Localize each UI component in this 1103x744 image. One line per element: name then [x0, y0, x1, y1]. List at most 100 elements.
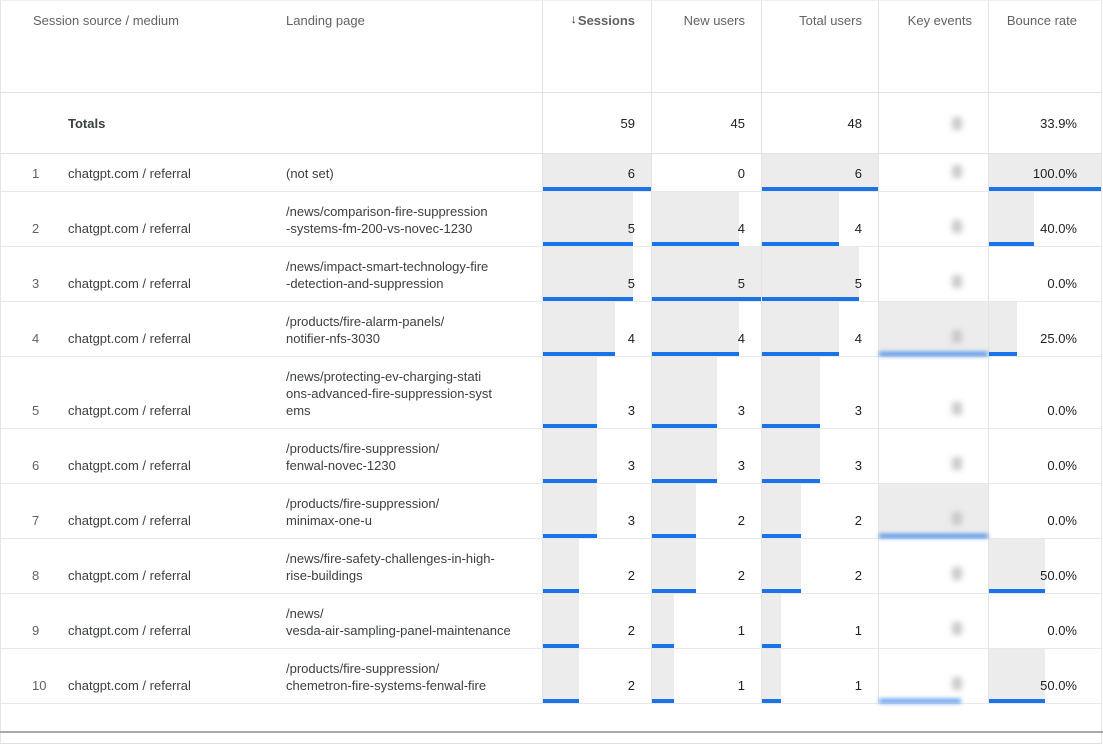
cell-sessions: 6: [542, 154, 651, 191]
landing-page-text: /news/comparison-fire-suppression -system…: [286, 204, 488, 236]
row-source: chatgpt.com / referral: [68, 568, 191, 583]
cell-key-events: [878, 247, 988, 301]
table-rows: 1 chatgpt.com / referral (not set) 6 0 6…: [1, 154, 1101, 704]
cell-new-users: 2: [651, 484, 761, 538]
cell-total-users: 6: [761, 154, 878, 191]
new-users-bar-line: [652, 297, 761, 301]
new-users-bar: [652, 594, 674, 648]
bounce-rate-bar-line: [989, 699, 1045, 703]
total-users-bar: [762, 649, 782, 703]
sessions-bar: [543, 429, 597, 483]
sessions-value: 4: [627, 331, 635, 346]
new-users-bar-line: [652, 479, 718, 483]
totals-row: Totals 59 45 48 33.9%: [1, 93, 1101, 154]
total-users-value: 2: [854, 513, 862, 528]
cell-total-users: 1: [761, 594, 878, 648]
cell-new-users: 4: [651, 302, 761, 356]
new-users-bar-line: [652, 424, 718, 428]
redacted-value-blur: [952, 512, 962, 525]
col-header-key-events[interactable]: Key events: [878, 1, 988, 92]
total-users-bar-line: [762, 589, 801, 593]
col-header-sessions[interactable]: ↓ Sessions: [542, 1, 651, 92]
cell-key-events: [878, 192, 988, 246]
total-users-value: 4: [854, 221, 862, 236]
cell-sessions: 3: [542, 484, 651, 538]
col-header-total-users[interactable]: Total users: [761, 1, 878, 92]
total-users-value: 2: [854, 568, 862, 583]
row-rank: 2: [32, 221, 40, 236]
col-header-session-source-label: Session source / medium: [33, 13, 179, 28]
total-users-bar-line: [762, 297, 859, 301]
cell-key-events: [878, 539, 988, 593]
cell-total-users: 2: [761, 484, 878, 538]
cell-bounce-rate: 50.0%: [988, 649, 1101, 703]
redacted-value-blur: [952, 457, 962, 470]
row-landing-page: /products/fire-suppression/chemetron-fir…: [286, 649, 542, 703]
bounce-rate-value: 0.0%: [1047, 513, 1077, 528]
row-landing-page: /news/protecting-ev-charging-stati ons-ad…: [286, 357, 542, 428]
table-header-row: Session source / medium Landing page ↓ S…: [1, 1, 1101, 93]
sessions-value: 2: [627, 678, 635, 693]
cell-new-users: 3: [651, 357, 761, 428]
cell-total-users: 4: [761, 192, 878, 246]
total-users-bar-line: [762, 352, 840, 356]
sessions-bar-line: [543, 699, 579, 703]
row-landing-page: (not set): [286, 154, 542, 191]
total-users-value: 3: [854, 403, 862, 418]
total-users-bar: [762, 192, 840, 246]
new-users-value: 4: [737, 221, 745, 236]
bounce-rate-bar: [989, 649, 1045, 703]
total-users-bar-line: [762, 644, 782, 648]
total-users-bar: [762, 154, 878, 191]
cell-sessions: 4: [542, 302, 651, 356]
total-users-bar-line: [762, 699, 782, 703]
sessions-bar: [543, 247, 633, 301]
sessions-bar: [543, 594, 579, 648]
sessions-bar-line: [543, 242, 633, 246]
col-header-landing-page[interactable]: Landing page: [286, 1, 542, 92]
cell-total-users: 1: [761, 649, 878, 703]
landing-page-text: /products/fire-alarm-panels/notifier-nfs…: [286, 314, 445, 346]
row-rank: 5: [32, 403, 40, 418]
total-users-bar: [762, 302, 840, 356]
cell-sessions: 2: [542, 594, 651, 648]
col-header-new-users[interactable]: New users: [651, 1, 761, 92]
totals-bounce-rate-value: 33.9%: [1040, 115, 1077, 131]
table-row: 9 chatgpt.com / referral /news/vesda-air…: [1, 594, 1101, 649]
col-header-bounce-rate[interactable]: Bounce rate: [988, 1, 1101, 92]
table-row: 3 chatgpt.com / referral /news/impact-sm…: [1, 247, 1101, 302]
landing-page-text: /news/protecting-ev-charging-stati ons-ad…: [286, 369, 492, 418]
bounce-rate-value: 100.0%: [1032, 166, 1077, 181]
redacted-value-blur: [952, 117, 962, 130]
redacted-value-blur: [952, 677, 962, 690]
row-rank: 10: [32, 678, 47, 693]
sessions-value: 6: [627, 166, 635, 181]
sessions-bar: [543, 649, 579, 703]
bounce-rate-bar: [989, 539, 1045, 593]
cell-sessions: 3: [542, 429, 651, 483]
col-header-bounce-rate-label: Bounce rate: [1006, 13, 1077, 28]
total-users-bar-line: [762, 424, 820, 428]
cell-total-users: 4: [761, 302, 878, 356]
col-header-session-source[interactable]: Session source / medium: [1, 1, 286, 92]
total-users-bar: [762, 594, 782, 648]
row-landing-page: /products/fire-alarm-panels/notifier-nfs…: [286, 302, 542, 356]
row-landing-page: /news/fire-safety-challenges-in-high-ris…: [286, 539, 542, 593]
row-rank: 4: [32, 331, 40, 346]
cell-bounce-rate: 0.0%: [988, 357, 1101, 428]
bounce-rate-bar-line: [989, 352, 1017, 356]
sessions-bar-line: [543, 187, 651, 191]
total-users-bar: [762, 429, 820, 483]
sessions-value: 3: [627, 403, 635, 418]
col-header-total-users-label: Total users: [799, 13, 862, 28]
new-users-value: 0: [737, 166, 745, 181]
key-events-bar-line-blurred: [879, 699, 961, 703]
sessions-bar-line: [543, 424, 597, 428]
bounce-rate-value: 0.0%: [1047, 276, 1077, 291]
new-users-bar-line: [652, 699, 674, 703]
row-rank: 9: [32, 623, 40, 638]
cell-key-events: [878, 154, 988, 191]
totals-new-users-value: 45: [730, 115, 745, 131]
row-source: chatgpt.com / referral: [68, 678, 191, 693]
sessions-bar: [543, 192, 633, 246]
